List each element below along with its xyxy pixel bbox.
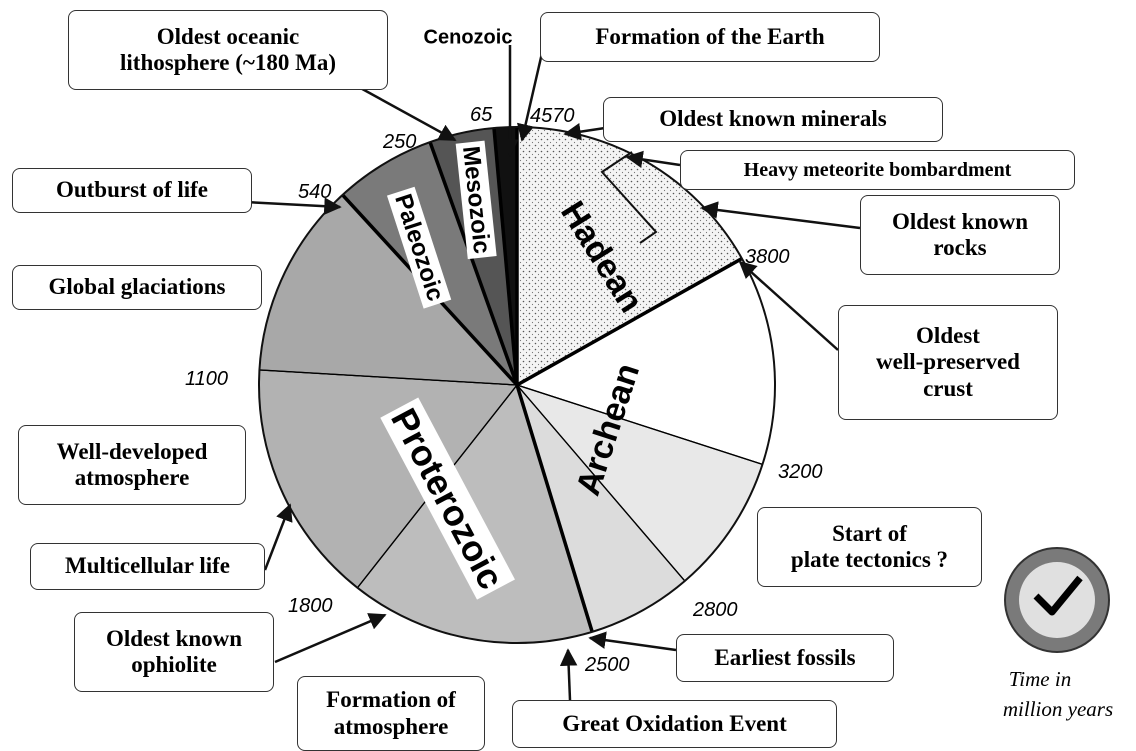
era-label-bg bbox=[455, 140, 497, 260]
event-box: Multicellular life bbox=[30, 543, 265, 590]
boundary bbox=[515, 384, 594, 633]
arrow bbox=[625, 150, 681, 169]
event-box: Global glaciations bbox=[12, 265, 262, 310]
era-group: Mesozoic bbox=[455, 140, 497, 260]
event-text: Start of bbox=[832, 520, 907, 546]
clock-outline bbox=[258, 126, 776, 644]
event-text: Oldest bbox=[916, 322, 980, 348]
era-label-bg bbox=[386, 186, 452, 309]
arrow bbox=[559, 648, 578, 701]
event-text: ophiolite bbox=[131, 652, 217, 677]
age-label: 2500 bbox=[584, 654, 630, 676]
event-text: crust bbox=[923, 375, 973, 401]
event-text: rocks bbox=[933, 235, 987, 260]
event-text: Outburst of life bbox=[55, 177, 209, 203]
clock-hands bbox=[1033, 575, 1083, 616]
era-group: Cenozoic bbox=[424, 26, 513, 48]
event-text: atmosphere bbox=[333, 713, 449, 739]
boundary bbox=[516, 257, 743, 387]
event-text: lithosphere (~180 Ma) bbox=[120, 50, 336, 75]
arrow bbox=[274, 613, 387, 664]
arrow bbox=[588, 631, 677, 652]
event-text: Great Oxidation Event bbox=[562, 710, 787, 736]
arrow bbox=[354, 83, 457, 142]
arrow bbox=[738, 260, 839, 351]
sectors bbox=[258, 126, 776, 644]
event-text: Multicellular life bbox=[64, 553, 230, 579]
event-box: Earliest fossils bbox=[676, 634, 894, 682]
boundary bbox=[516, 384, 763, 466]
event-text: Oldest known bbox=[105, 625, 243, 651]
clock-icon bbox=[1004, 547, 1110, 653]
event-box: Well-developed atmosphere bbox=[18, 425, 246, 505]
event-text: plate tectonics ? bbox=[790, 547, 949, 572]
note-line: Time in bbox=[1009, 667, 1071, 691]
boundary bbox=[516, 384, 686, 582]
event-text: Oldest oceanic bbox=[156, 23, 300, 49]
era-label-bg bbox=[380, 397, 515, 600]
event-box: Oldest oceanic lithosphere (~180 Ma) bbox=[68, 10, 388, 90]
event-box: Oldest known ophiolite bbox=[74, 612, 274, 692]
event-box: Oldest well-preserved crust bbox=[838, 305, 1058, 420]
arrow bbox=[244, 197, 342, 215]
boundary bbox=[428, 141, 519, 386]
event-box: Start of plate tectonics ? bbox=[757, 507, 982, 587]
event-box: Formation of atmosphere bbox=[297, 676, 485, 751]
note-line: million years bbox=[1003, 697, 1113, 721]
age-label: 1100 bbox=[185, 368, 228, 390]
age-label: 3800 bbox=[745, 246, 790, 268]
event-box: Oldest known minerals bbox=[603, 97, 943, 142]
age-label: 2800 bbox=[692, 599, 738, 621]
event-text: Global glaciations bbox=[48, 274, 226, 300]
arrow bbox=[563, 123, 606, 141]
arrows bbox=[244, 39, 861, 701]
age-label: 1800 bbox=[288, 595, 333, 617]
era-label: Cenozoic bbox=[424, 26, 513, 48]
event-text: Oldest known bbox=[891, 208, 1029, 234]
bombardment-bracket bbox=[600, 151, 658, 244]
event-text: Heavy meteorite bombardment bbox=[743, 158, 1012, 181]
event-text: Formation of the Earth bbox=[595, 23, 825, 49]
event-text: Well-developed bbox=[56, 438, 208, 464]
event-box: Outburst of life bbox=[12, 168, 252, 213]
age-label: 3200 bbox=[778, 461, 823, 483]
event-box: Oldest known rocks bbox=[860, 195, 1060, 275]
boundary bbox=[259, 369, 518, 386]
event-text: well-preserved bbox=[876, 349, 1020, 375]
clock-face bbox=[1019, 562, 1095, 638]
event-text: Earliest fossils bbox=[714, 644, 856, 670]
event-box: Heavy meteorite bombardment bbox=[680, 150, 1075, 190]
age-label: 540 bbox=[298, 181, 331, 203]
arrow bbox=[700, 201, 861, 230]
age-label: 65 bbox=[470, 104, 493, 126]
event-box: Formation of the Earth bbox=[540, 12, 880, 62]
event-box: Great Oxidation Event bbox=[512, 700, 837, 748]
arrow bbox=[263, 503, 293, 571]
event-text: atmosphere bbox=[74, 465, 190, 490]
age-label: 4570 bbox=[530, 105, 575, 127]
event-text: Oldest known minerals bbox=[659, 106, 887, 132]
age-label: 250 bbox=[382, 131, 416, 153]
boundary bbox=[492, 127, 519, 386]
event-text: Formation of bbox=[326, 687, 456, 713]
